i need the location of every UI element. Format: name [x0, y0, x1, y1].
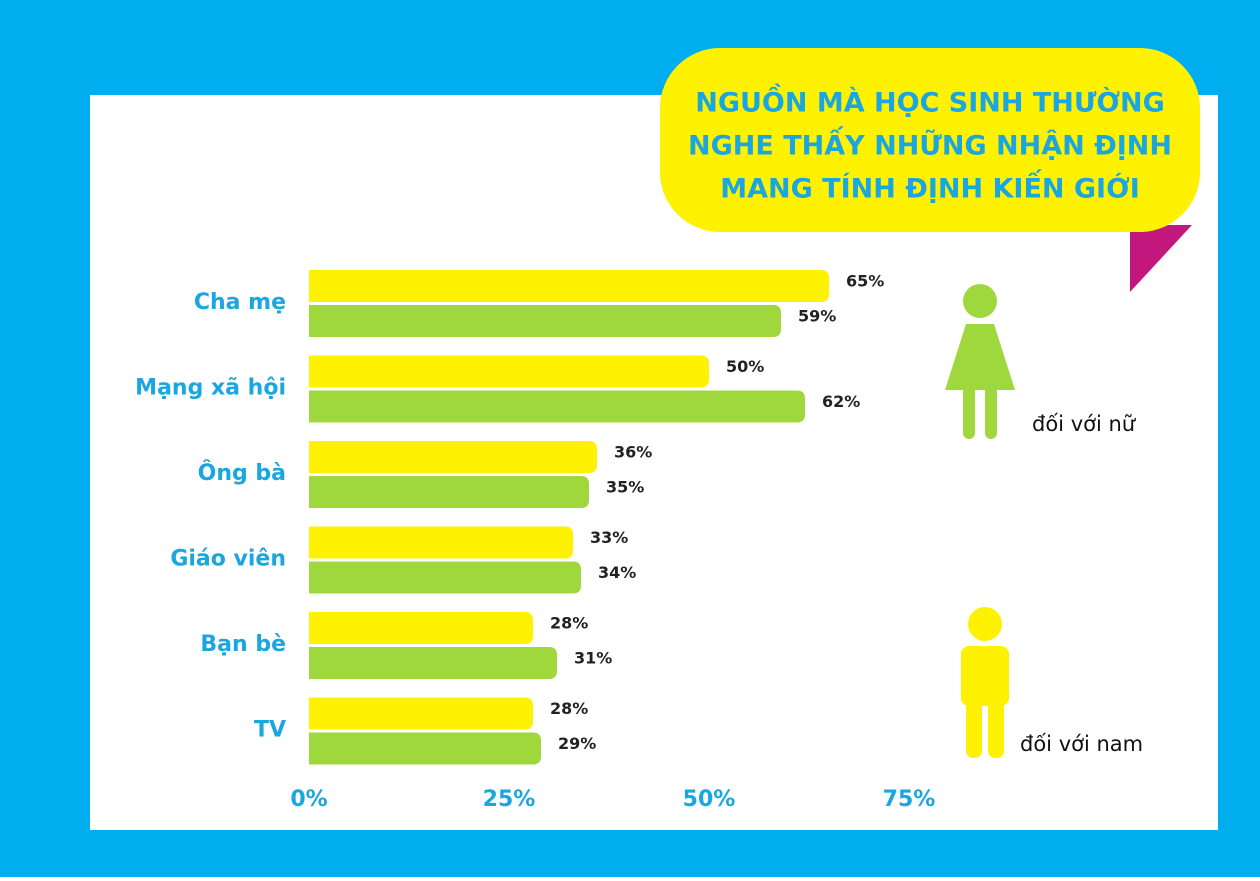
bar — [309, 732, 541, 765]
y-tick-label: TV — [254, 718, 286, 743]
x-tick-label: 25% — [483, 787, 536, 812]
x-tick-label: 0% — [290, 787, 327, 812]
bar — [309, 647, 557, 679]
male-icon — [961, 607, 1009, 758]
bar — [309, 612, 533, 644]
value-label: 35% — [606, 478, 644, 497]
chart-title: MANG TÍNH ĐỊNH KIẾN GIỚI — [720, 170, 1140, 205]
value-label: 28% — [550, 699, 588, 718]
y-tick-label: Ông bà — [198, 460, 286, 486]
bar — [309, 305, 781, 337]
chart-title: NGUỒN MÀ HỌC SINH THƯỜNG — [695, 83, 1165, 119]
bar — [309, 476, 589, 508]
bubble-tail — [1130, 225, 1192, 292]
chart-title: NGHE THẤY NHỮNG NHẬN ĐỊNH — [688, 126, 1172, 162]
y-tick-label: Bạn bè — [200, 632, 286, 657]
value-label: 29% — [558, 734, 596, 753]
value-label: 31% — [574, 649, 612, 668]
bar — [309, 390, 805, 423]
bar — [309, 526, 573, 559]
bar — [309, 441, 597, 473]
bar — [309, 561, 581, 594]
y-tick-label: Mạng xã hội — [135, 376, 286, 401]
value-label: 59% — [798, 307, 836, 326]
female-icon — [945, 284, 1015, 439]
value-label: 62% — [822, 392, 860, 411]
value-label: 34% — [598, 563, 636, 582]
value-label: 33% — [590, 528, 628, 547]
x-tick-label: 50% — [683, 787, 736, 812]
bar — [309, 697, 533, 730]
y-tick-label: Giáo viên — [170, 547, 286, 572]
y-tick-label: Cha mẹ — [194, 290, 286, 315]
legend-label: đối với nam — [1020, 732, 1143, 756]
title-bubble — [660, 48, 1200, 232]
bar — [309, 270, 829, 302]
value-label: 28% — [550, 614, 588, 633]
x-tick-label: 75% — [883, 787, 936, 812]
legend-label: đối với nữ — [1032, 412, 1137, 436]
value-label: 36% — [614, 443, 652, 462]
bar — [309, 355, 709, 388]
value-label: 65% — [846, 272, 884, 291]
value-label: 50% — [726, 357, 764, 376]
